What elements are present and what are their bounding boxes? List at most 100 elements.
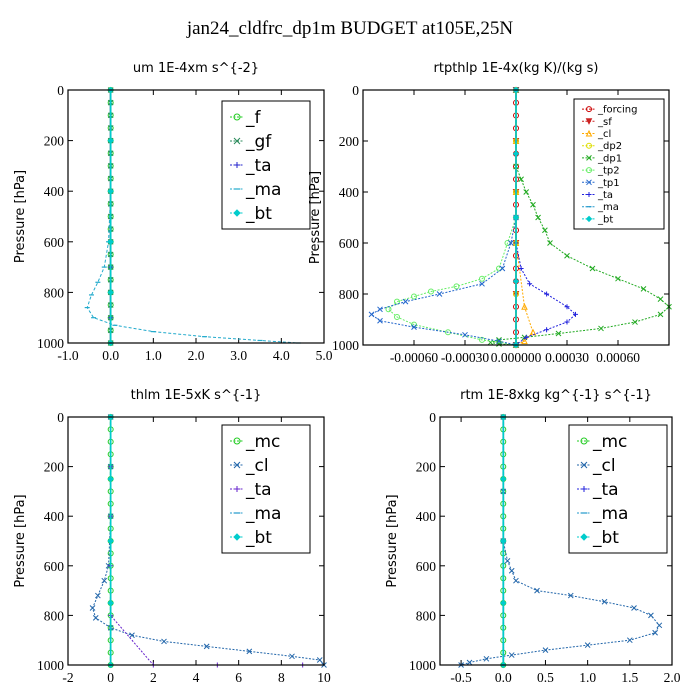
- y-tick-label: 800: [44, 608, 65, 623]
- y-tick-label: 1000: [37, 336, 64, 351]
- data-point: [89, 605, 96, 611]
- y-tick-label: 800: [416, 608, 437, 623]
- data-point: [586, 167, 592, 174]
- x-tick-label: -0.00060: [390, 350, 439, 365]
- legend-label: _gf: [245, 132, 272, 152]
- data-point: [233, 209, 241, 217]
- data-point: [233, 137, 241, 145]
- plot-frame: [439, 416, 673, 666]
- legend: _mc _cl _ta _ma _bt: [568, 424, 668, 554]
- y-tick-label: 400: [44, 184, 65, 199]
- legend-label: _ma: [597, 202, 619, 213]
- legend-label: _ma: [245, 504, 281, 524]
- y-tick-label: 600: [416, 559, 437, 574]
- panel-title: rtm 1E-8xkg kg^{-1} s^{-1}: [460, 388, 652, 403]
- x-tick-label: 0.000000: [491, 350, 542, 365]
- data-point: [496, 337, 502, 343]
- data-point: [411, 324, 417, 331]
- data-point: [107, 475, 114, 483]
- series-line: [370, 90, 517, 346]
- data-point: [377, 317, 383, 324]
- data-point: [504, 240, 511, 246]
- y-tick-label: 800: [339, 287, 360, 302]
- data-point: [504, 557, 511, 564]
- data-point: [394, 313, 400, 320]
- data-point: [466, 659, 473, 666]
- data-point: [107, 238, 114, 246]
- data-point: [233, 437, 241, 445]
- data-point: [203, 643, 210, 650]
- data-point: [564, 252, 570, 259]
- chart-panel-3: thlm 1E-5xK s^{-1} Pressure [hPa] 0 200 400 6…: [13, 388, 331, 685]
- data-point: [523, 189, 530, 195]
- data-point: [289, 653, 295, 660]
- data-point: [233, 113, 241, 121]
- data-point: [584, 642, 591, 649]
- legend-label: _ma: [245, 180, 281, 200]
- legend-label: _bt: [245, 204, 272, 224]
- data-point: [483, 655, 490, 662]
- data-point: [513, 577, 519, 584]
- data-point: [631, 605, 637, 611]
- data-point: [316, 657, 323, 663]
- data-point: [564, 319, 570, 325]
- data-point: [598, 325, 604, 332]
- y-axis-label: Pressure [hPa]: [385, 494, 400, 587]
- data-point: [542, 227, 548, 234]
- x-tick-label: -1.0: [57, 348, 79, 363]
- data-point: [129, 632, 135, 639]
- x-tick-label: 0.0: [102, 348, 119, 363]
- plot-frame: [67, 89, 325, 344]
- y-tick-label: 400: [339, 185, 360, 200]
- legend-label: _dp2: [597, 141, 622, 152]
- data-point: [462, 331, 468, 338]
- legend-label: _dp1: [597, 153, 622, 164]
- y-tick-label: 0: [429, 410, 436, 425]
- x-tick-label: -2: [62, 670, 73, 685]
- data-point: [573, 311, 578, 317]
- legend-label: _cl: [597, 129, 611, 140]
- legend-label: _cl: [592, 456, 616, 476]
- x-tick-label: 0.00030: [545, 350, 589, 365]
- data-point: [585, 129, 593, 137]
- data-point: [535, 214, 541, 221]
- legend: _forcing_sf_cl_dp2_dp1 _tp2_tp1_ta_ma_bt: [573, 98, 665, 230]
- x-tick-label: 6: [235, 670, 242, 685]
- series-ta: [513, 87, 578, 348]
- y-tick-label: 0: [57, 410, 64, 425]
- data-point: [555, 330, 562, 337]
- data-point: [527, 281, 533, 287]
- data-point: [581, 486, 587, 492]
- panel-title: um 1E-4xm s^{-2}: [133, 61, 259, 76]
- data-point: [586, 179, 592, 186]
- data-point: [585, 215, 593, 223]
- data-point: [377, 306, 383, 313]
- data-point: [479, 336, 485, 343]
- data-point: [453, 283, 460, 290]
- chart-panel-1: um 1E-4xm s^{-2} Pressure [hPa] 0 200 400 600…: [13, 61, 333, 363]
- data-point: [428, 288, 434, 295]
- x-tick-label: 4: [193, 670, 200, 685]
- chart-panel-2: rtpthlp 1E-4x(kg K)/(kg s) Pressure [hPa]…: [308, 61, 672, 365]
- figure-title: jan24_cldfrc_dp1m BUDGET at105E,25N: [186, 18, 514, 39]
- x-tick-label: 2.0: [188, 348, 205, 363]
- x-tick-label: 0.00060: [596, 350, 640, 365]
- data-point: [402, 298, 409, 305]
- data-point: [246, 648, 253, 655]
- legend-label: _cl: [245, 456, 269, 476]
- y-tick-label: 0: [57, 83, 64, 98]
- x-tick-label: 10: [317, 670, 331, 685]
- x-tick-label: 2: [150, 670, 157, 685]
- data-point: [496, 265, 502, 272]
- data-point: [499, 265, 506, 272]
- plot-frame: [67, 416, 325, 666]
- legend-label: _bt: [592, 528, 619, 548]
- data-point: [233, 461, 241, 469]
- data-point: [479, 275, 485, 282]
- data-point: [567, 592, 574, 599]
- series-bt: [500, 413, 507, 669]
- data-point: [500, 537, 507, 545]
- data-point: [601, 598, 608, 605]
- data-point: [529, 328, 537, 336]
- data-point: [640, 286, 647, 292]
